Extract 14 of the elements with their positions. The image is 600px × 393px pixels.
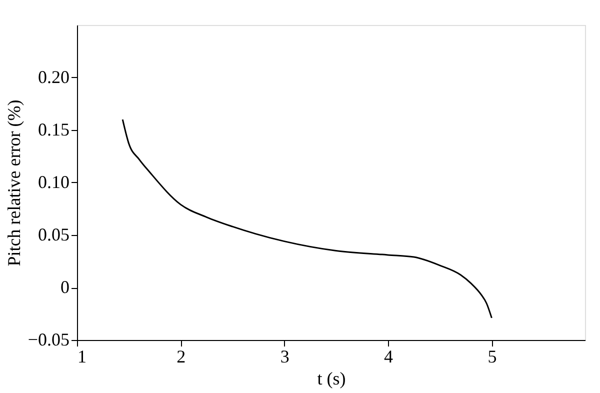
y-axis-title: Pitch relative error (%)	[4, 100, 24, 266]
line-series	[122, 118, 492, 319]
y-tick-label: 0.10	[38, 172, 70, 192]
x-tick-label: 1	[78, 346, 86, 366]
x-tick-label: 3	[280, 346, 290, 366]
y-tick-label: 0.05	[38, 224, 70, 244]
x-tick-label: 4	[384, 346, 394, 366]
y-tick-label: −0.05	[28, 330, 70, 350]
y-tick-label: 0	[60, 277, 70, 297]
x-tick-label: 2	[176, 346, 186, 366]
x-tick-label: 5	[488, 346, 497, 366]
y-tick-label: 0.15	[38, 120, 70, 140]
y-tick-label: 0.20	[38, 67, 70, 87]
x-axis-title: t (s)	[317, 368, 346, 388]
